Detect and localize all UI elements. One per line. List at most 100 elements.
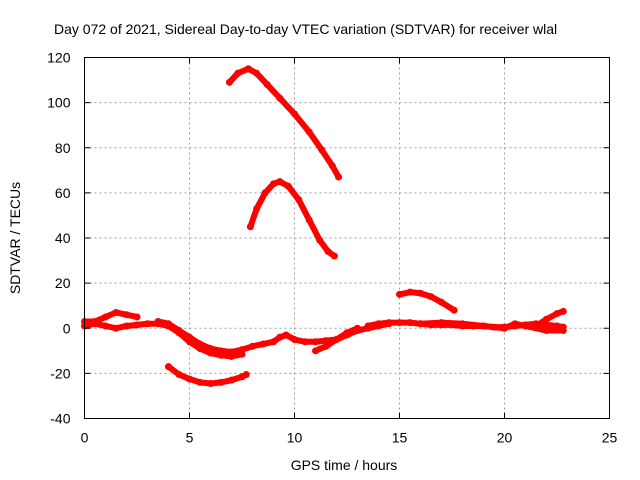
data-point (295, 196, 303, 204)
data-point (144, 320, 151, 328)
x-tick-label: 10 (287, 430, 303, 446)
axis-ticks (84, 57, 610, 419)
data-point (276, 178, 284, 186)
data-point (480, 322, 487, 330)
series-band-f (417, 319, 567, 335)
data-point (417, 320, 424, 328)
data-point (450, 306, 458, 314)
y-tick-label: 120 (47, 50, 71, 66)
data-point (123, 322, 130, 330)
y-axis-label: SDTVAR / TECUs (7, 182, 23, 294)
data-point (123, 311, 130, 319)
data-point (186, 333, 193, 341)
data-point (234, 69, 242, 77)
data-point (165, 320, 172, 328)
data-point (543, 315, 550, 323)
data-point (522, 322, 529, 330)
data-point (228, 376, 235, 384)
y-tick-label: 20 (55, 275, 71, 291)
data-point (511, 320, 519, 328)
data-point (270, 180, 277, 188)
data-point (186, 375, 193, 383)
y-tick-label: 80 (55, 140, 71, 156)
data-point (316, 236, 324, 244)
data-point (396, 319, 403, 327)
data-point (543, 327, 550, 335)
data-point (276, 333, 284, 341)
data-point (259, 340, 267, 348)
data-point (249, 342, 256, 350)
data-point (459, 320, 466, 328)
data-point (438, 298, 445, 306)
data-point (305, 128, 313, 136)
data-series (81, 65, 567, 388)
data-point (328, 162, 336, 170)
data-point (246, 223, 254, 231)
data-point (417, 289, 424, 297)
data-point (102, 313, 109, 321)
data-point (228, 348, 235, 356)
data-point (196, 340, 204, 348)
x-axis-label: GPS time / hours (291, 457, 398, 473)
y-tick-label: -20 (50, 365, 70, 381)
data-point (335, 173, 343, 181)
data-point (270, 338, 277, 346)
data-point (501, 324, 508, 332)
data-point (165, 363, 172, 371)
y-tick-label: 60 (55, 185, 71, 201)
series-line (396, 289, 458, 314)
data-point (532, 322, 540, 330)
series-tail-up (532, 307, 567, 330)
chart-title: Day 072 of 2021, Sidereal Day-to-day VTE… (54, 21, 557, 37)
x-tick-label: 0 (81, 430, 89, 446)
data-point (282, 331, 290, 339)
data-point (343, 329, 351, 337)
data-point (253, 205, 261, 213)
data-point (385, 319, 393, 327)
data-point (175, 327, 183, 335)
tick-labels: 0 5 10 15 20 25 -40 -20 0 20 40 60 80 100 120 (47, 50, 617, 446)
series-band-c (154, 317, 393, 356)
data-point (559, 327, 567, 335)
series-band-d (312, 324, 361, 355)
data-point (276, 94, 284, 102)
data-point (324, 248, 332, 256)
x-tick-label: 20 (497, 430, 513, 446)
data-point (196, 378, 204, 386)
series-arc-neg-24 (165, 363, 250, 388)
data-point (207, 380, 214, 388)
y-tick-label: 40 (55, 230, 71, 246)
x-tick-label: 25 (602, 430, 618, 446)
data-point (133, 313, 141, 321)
data-point (238, 346, 246, 354)
y-tick-label: 0 (63, 320, 71, 336)
y-tick-label: -40 (50, 411, 70, 427)
data-point (312, 347, 319, 355)
data-point (112, 324, 120, 332)
data-point (217, 378, 225, 386)
x-tick-label: 15 (392, 430, 408, 446)
data-point (318, 146, 326, 154)
series-band-b (81, 308, 141, 325)
data-point (175, 371, 183, 379)
data-point (225, 78, 233, 86)
data-point (261, 189, 269, 197)
data-point (291, 336, 298, 344)
data-point (559, 307, 567, 315)
series-arc-mid-15 (396, 288, 458, 314)
x-tick-label: 5 (186, 430, 194, 446)
data-point (207, 345, 214, 353)
data-point (396, 290, 403, 298)
data-point (112, 308, 120, 316)
data-point (91, 317, 99, 325)
data-point (438, 319, 445, 327)
data-point (305, 216, 313, 224)
data-point (133, 321, 141, 329)
data-point (284, 182, 292, 190)
data-point (242, 371, 250, 379)
data-point (406, 319, 414, 327)
data-point (244, 65, 252, 73)
series-arc-peak-65 (246, 178, 338, 260)
data-point (154, 317, 162, 325)
data-point (375, 320, 382, 328)
